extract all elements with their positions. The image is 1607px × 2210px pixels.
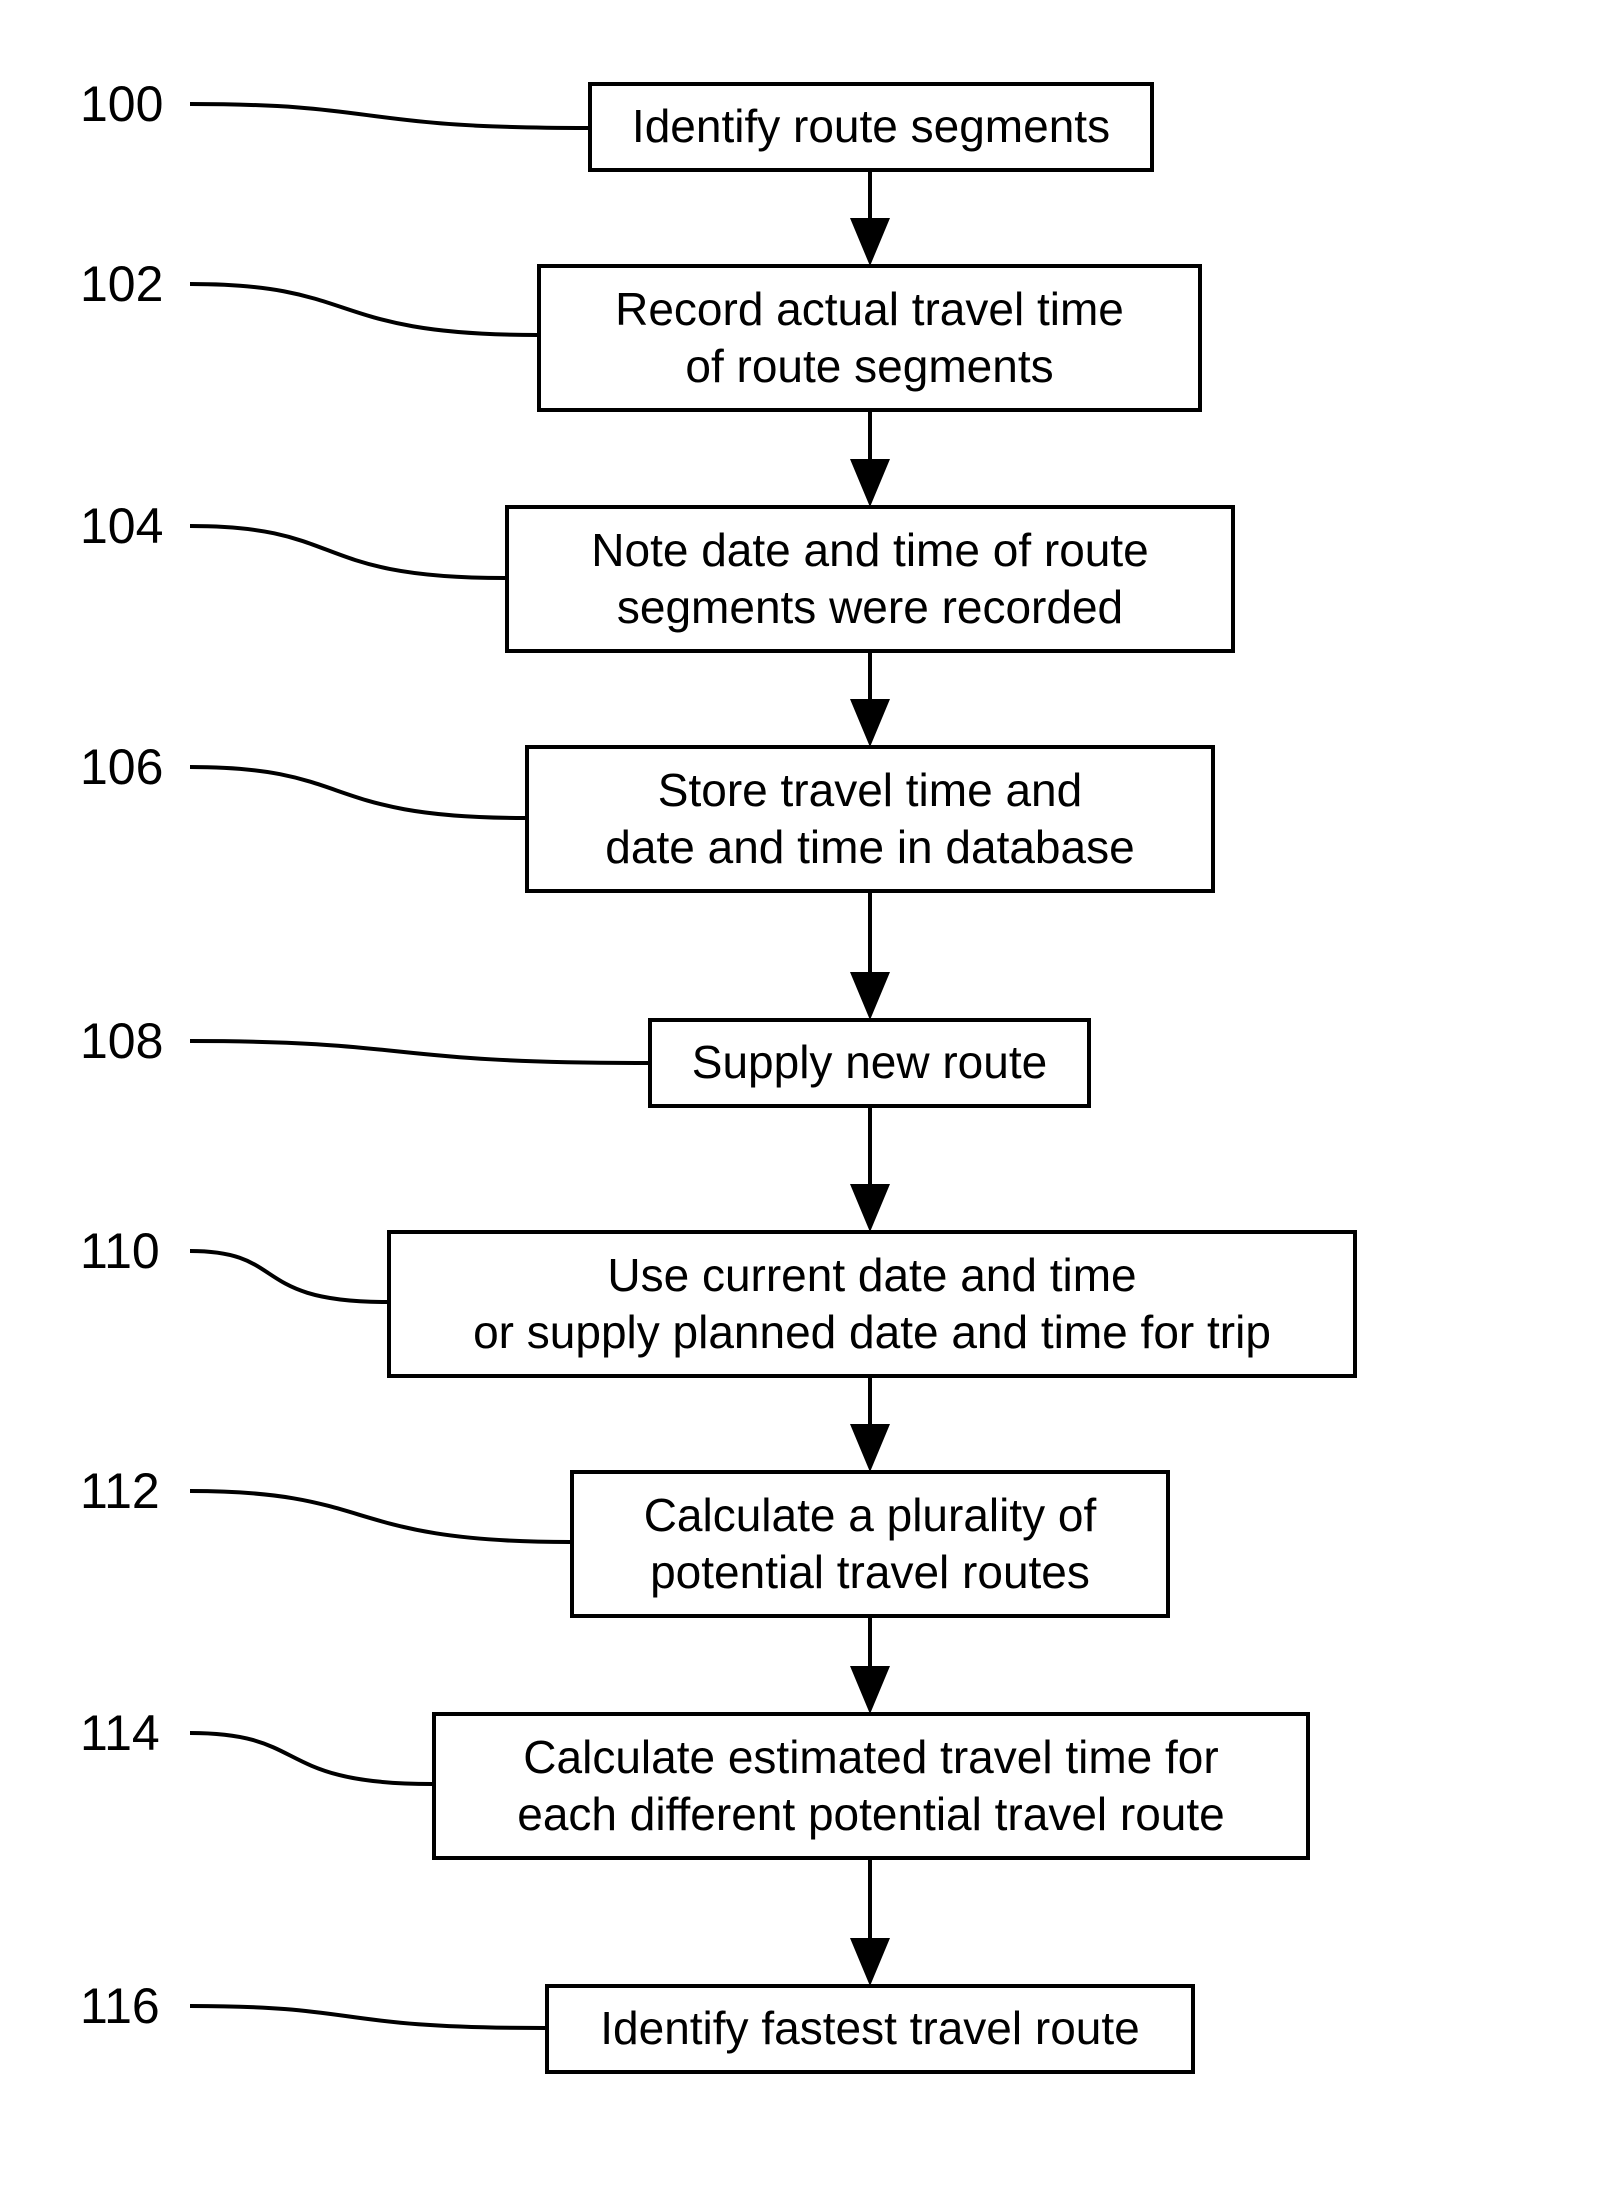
- ref-label-112: 112: [80, 1462, 160, 1520]
- ref-label-108: 108: [80, 1012, 163, 1070]
- flow-box-100: Identify route segments: [588, 82, 1154, 172]
- flow-box-text-112: Calculate a plurality of potential trave…: [644, 1487, 1097, 1602]
- ref-label-104: 104: [80, 497, 163, 555]
- flow-box-106: Store travel time and date and time in d…: [525, 745, 1215, 893]
- connector-curve-100: [190, 104, 588, 128]
- connector-curve-116: [190, 2006, 545, 2028]
- connector-curve-102: [190, 284, 537, 335]
- flow-box-116: Identify fastest travel route: [545, 1984, 1195, 2074]
- connector-curve-110: [190, 1251, 387, 1302]
- flowchart-container: Identify route segments 100 Record actual …: [0, 0, 1607, 2210]
- ref-label-116: 116: [80, 1977, 160, 2035]
- ref-label-102: 102: [80, 255, 163, 313]
- connector-curve-112: [190, 1491, 570, 1542]
- connector-curve-106: [190, 767, 525, 818]
- flow-box-text-106: Store travel time and date and time in d…: [605, 762, 1134, 877]
- flow-box-text-104: Note date and time of route segments wer…: [591, 522, 1148, 637]
- flow-box-104: Note date and time of route segments wer…: [505, 505, 1235, 653]
- flow-box-text-102: Record actual travel time of route segme…: [615, 281, 1124, 396]
- ref-label-110: 110: [80, 1222, 160, 1280]
- ref-label-100: 100: [80, 75, 163, 133]
- flow-box-text-108: Supply new route: [692, 1034, 1047, 1092]
- connector-curve-114: [190, 1733, 432, 1784]
- ref-label-114: 114: [80, 1704, 160, 1762]
- flow-box-114: Calculate estimated travel time for each…: [432, 1712, 1310, 1860]
- flow-box-text-116: Identify fastest travel route: [600, 2000, 1140, 2058]
- ref-label-106: 106: [80, 738, 163, 796]
- flow-box-110: Use current date and time or supply plan…: [387, 1230, 1357, 1378]
- flow-box-text-114: Calculate estimated travel time for each…: [517, 1729, 1225, 1844]
- flow-box-112: Calculate a plurality of potential trave…: [570, 1470, 1170, 1618]
- flow-box-108: Supply new route: [648, 1018, 1091, 1108]
- flow-box-text-110: Use current date and time or supply plan…: [473, 1247, 1271, 1362]
- connector-curve-108: [190, 1041, 648, 1063]
- flow-box-text-100: Identify route segments: [632, 98, 1110, 156]
- connector-curve-104: [190, 526, 505, 578]
- flow-box-102: Record actual travel time of route segme…: [537, 264, 1202, 412]
